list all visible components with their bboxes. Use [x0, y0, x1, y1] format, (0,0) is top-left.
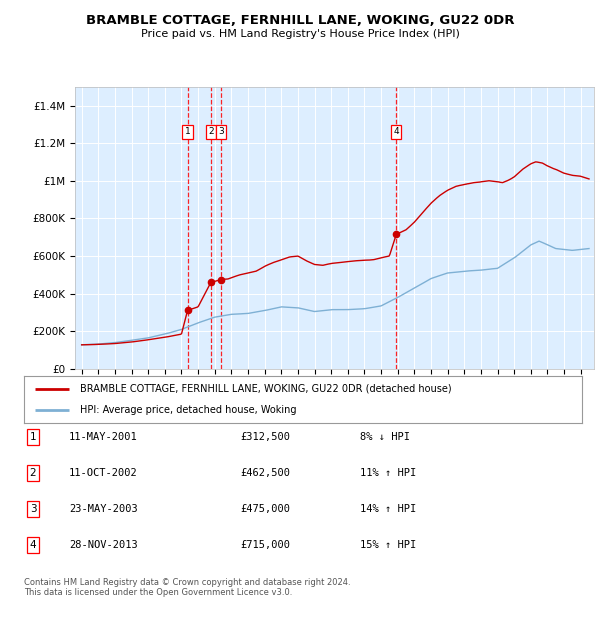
Text: 28-NOV-2013: 28-NOV-2013: [69, 540, 138, 550]
Text: Contains HM Land Registry data © Crown copyright and database right 2024.
This d: Contains HM Land Registry data © Crown c…: [24, 578, 350, 597]
Text: 1: 1: [29, 432, 37, 442]
Text: 11-MAY-2001: 11-MAY-2001: [69, 432, 138, 442]
Text: £475,000: £475,000: [240, 504, 290, 514]
Text: 15% ↑ HPI: 15% ↑ HPI: [360, 540, 416, 550]
Text: 8% ↓ HPI: 8% ↓ HPI: [360, 432, 410, 442]
Text: 2: 2: [208, 128, 214, 136]
Text: 11% ↑ HPI: 11% ↑ HPI: [360, 468, 416, 478]
Text: 3: 3: [29, 504, 37, 514]
Text: 11-OCT-2002: 11-OCT-2002: [69, 468, 138, 478]
Text: HPI: Average price, detached house, Woking: HPI: Average price, detached house, Woki…: [80, 405, 296, 415]
Text: 4: 4: [29, 540, 37, 550]
Text: 23-MAY-2003: 23-MAY-2003: [69, 504, 138, 514]
Text: BRAMBLE COTTAGE, FERNHILL LANE, WOKING, GU22 0DR: BRAMBLE COTTAGE, FERNHILL LANE, WOKING, …: [86, 14, 514, 27]
Text: 1: 1: [185, 128, 190, 136]
Text: 4: 4: [394, 128, 399, 136]
Text: Price paid vs. HM Land Registry's House Price Index (HPI): Price paid vs. HM Land Registry's House …: [140, 29, 460, 38]
Text: 3: 3: [218, 128, 224, 136]
Text: £715,000: £715,000: [240, 540, 290, 550]
Text: £312,500: £312,500: [240, 432, 290, 442]
Text: £462,500: £462,500: [240, 468, 290, 478]
Text: BRAMBLE COTTAGE, FERNHILL LANE, WOKING, GU22 0DR (detached house): BRAMBLE COTTAGE, FERNHILL LANE, WOKING, …: [80, 384, 451, 394]
Text: 2: 2: [29, 468, 37, 478]
Text: 14% ↑ HPI: 14% ↑ HPI: [360, 504, 416, 514]
